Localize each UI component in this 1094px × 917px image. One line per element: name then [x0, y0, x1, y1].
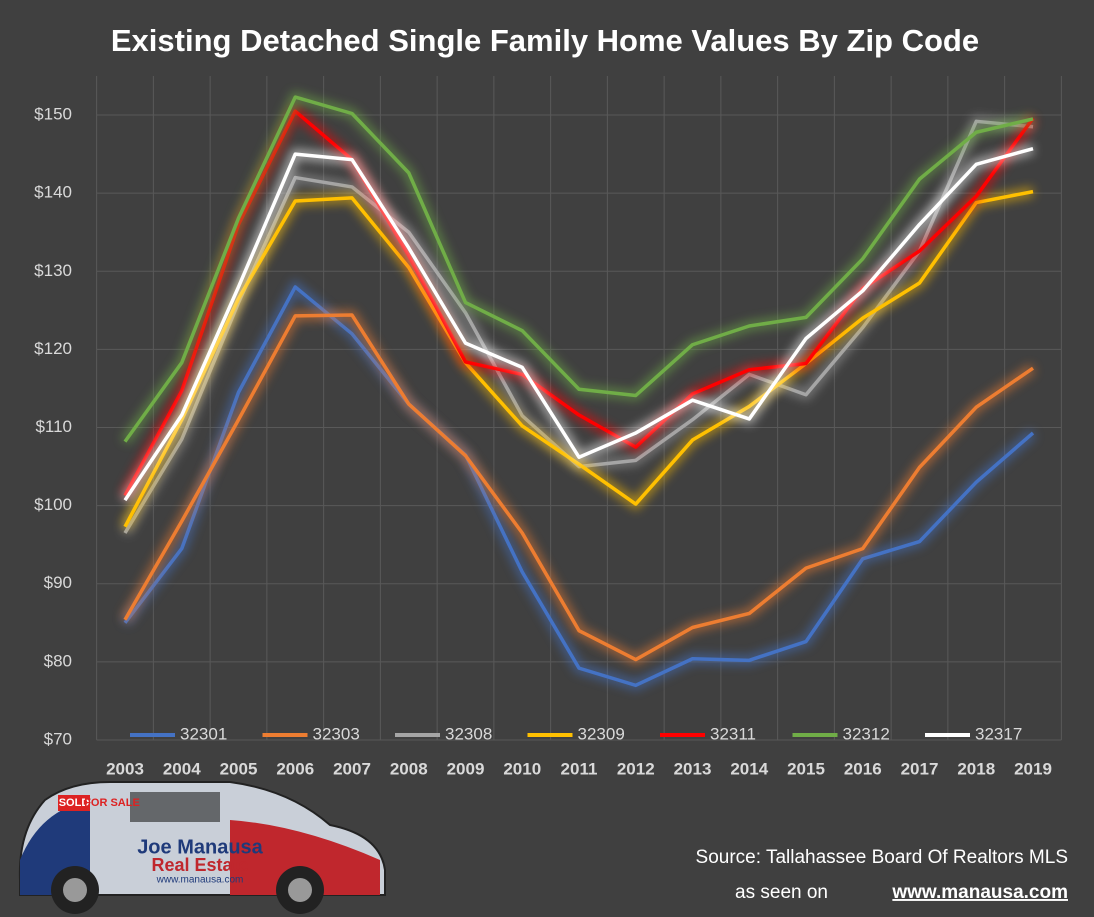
car-text: FOR SALE: [84, 797, 140, 809]
website: www.manausa.com: [891, 882, 1068, 903]
source-note: Source: Tallahassee Board Of Realtors ML…: [696, 847, 1068, 868]
x-tick-label: 2017: [901, 759, 939, 778]
chart-title: Existing Detached Single Family Home Val…: [111, 23, 979, 58]
legend-label: 32311: [710, 724, 756, 743]
y-tick-label: $110: [35, 417, 72, 436]
chart: Existing Detached Single Family Home Val…: [0, 0, 1094, 917]
x-tick-label: 2006: [276, 759, 314, 778]
legend-label: 32317: [975, 724, 1022, 743]
x-tick-label: 2019: [1014, 759, 1052, 778]
x-tick-label: 2012: [617, 759, 655, 778]
car-text: www.manausa.com: [156, 875, 244, 886]
car-text: Real Estate: [151, 855, 248, 875]
y-tick-label: $130: [34, 261, 72, 280]
legend-label: 32303: [313, 724, 360, 743]
x-tick-label: 2011: [561, 759, 598, 778]
legend-label: 32308: [445, 724, 492, 743]
seen-on: as seen on: [735, 882, 828, 903]
x-tick-label: 2016: [844, 759, 882, 778]
y-tick-label: $80: [44, 651, 72, 670]
x-tick-label: 2003: [106, 759, 144, 778]
legend-label: 32309: [578, 724, 625, 743]
x-tick-label: 2008: [390, 759, 428, 778]
legend-label: 32312: [843, 724, 890, 743]
x-tick-label: 2015: [787, 759, 825, 778]
y-tick-label: $140: [34, 183, 72, 202]
x-tick-label: 2007: [333, 759, 371, 778]
x-tick-label: 2005: [220, 759, 258, 778]
x-tick-label: 2010: [503, 759, 541, 778]
x-tick-label: 2018: [957, 759, 995, 778]
legend-label: 32301: [180, 724, 227, 743]
y-tick-label: $90: [44, 573, 72, 592]
y-tick-label: $120: [34, 339, 72, 358]
x-tick-label: 2013: [674, 759, 712, 778]
y-tick-label: $150: [34, 105, 72, 124]
x-tick-label: 2004: [163, 759, 201, 778]
x-tick-label: 2009: [447, 759, 485, 778]
y-tick-label: $100: [34, 495, 72, 514]
x-tick-label: 2014: [730, 759, 768, 778]
y-tick-label: $70: [44, 729, 72, 748]
